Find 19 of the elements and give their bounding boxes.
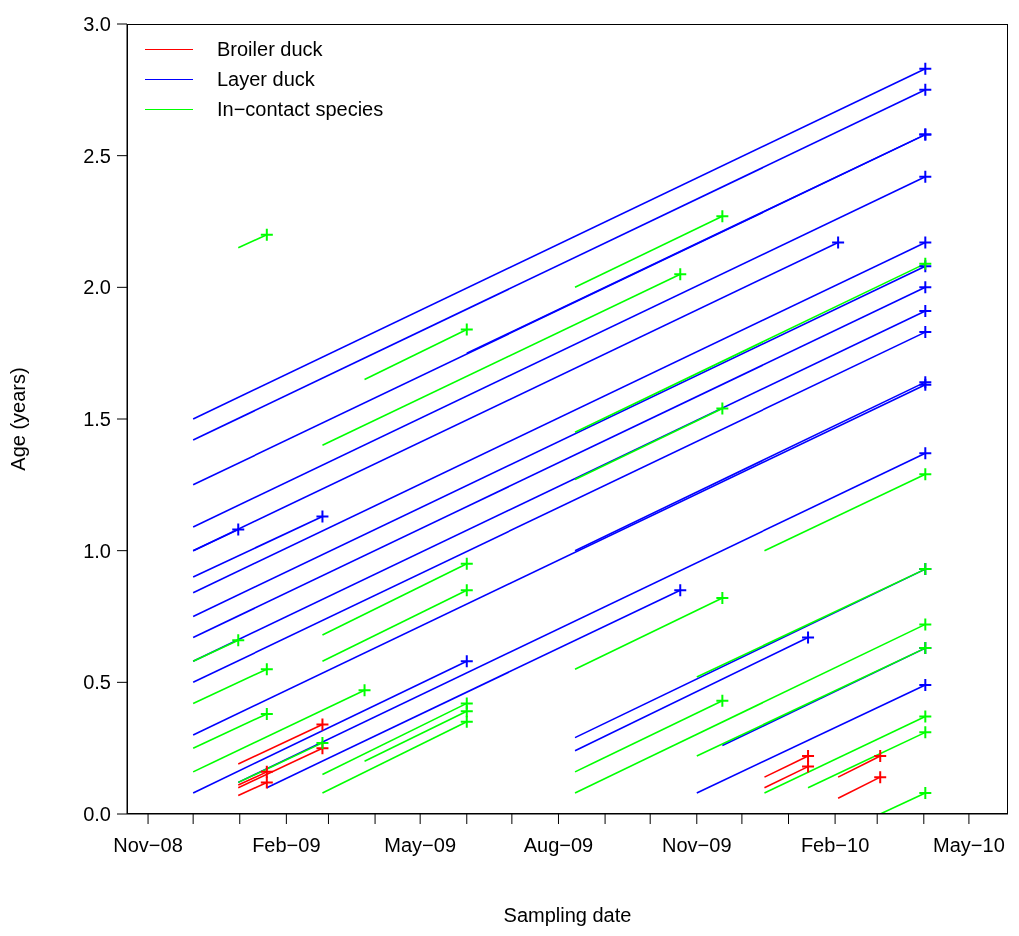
y-tick-label: 1.5 xyxy=(83,408,111,431)
legend-label: In−contact species xyxy=(217,97,384,122)
y-tick-label: 2.5 xyxy=(83,144,111,167)
y-axis-title: Age (years) xyxy=(7,367,30,471)
x-tick-label: Nov−09 xyxy=(662,834,732,857)
legend-label: Layer duck xyxy=(217,67,315,92)
y-tick-label: 3.0 xyxy=(83,13,111,36)
y-tick-label: 1.0 xyxy=(83,539,111,562)
legend-label: Broiler duck xyxy=(217,37,323,62)
y-tick-label: 2.0 xyxy=(83,276,111,299)
x-tick-label: May−09 xyxy=(384,834,457,857)
x-tick-label: Feb−09 xyxy=(252,834,321,857)
x-axis-title: Sampling date xyxy=(503,904,632,926)
x-tick-label: Aug−09 xyxy=(523,834,594,857)
x-tick-label: Feb−10 xyxy=(800,834,870,857)
x-tick-label: Nov−08 xyxy=(113,834,183,857)
y-tick-label: 0.5 xyxy=(83,671,111,694)
y-tick-label: 0.0 xyxy=(83,803,111,826)
x-tick-label: May−10 xyxy=(933,834,1005,857)
